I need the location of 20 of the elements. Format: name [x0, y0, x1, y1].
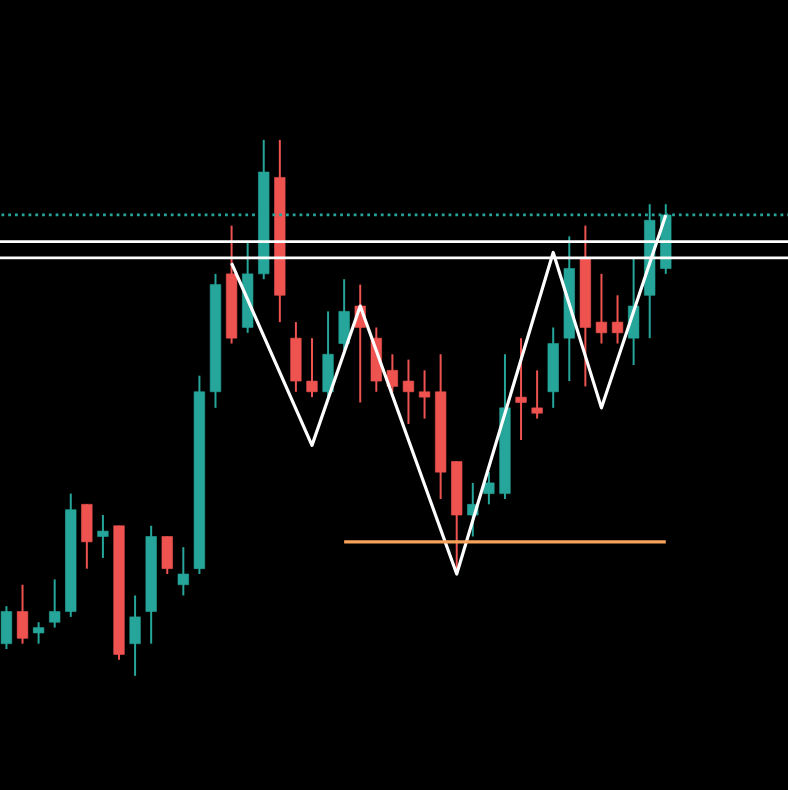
candlestick	[0, 605, 13, 651]
candlestick	[483, 471, 495, 506]
candlestick	[515, 337, 527, 442]
candlestick	[290, 321, 302, 393]
candlestick	[386, 353, 398, 393]
candlestick	[129, 594, 141, 677]
candlestick	[306, 337, 318, 399]
candlestick	[322, 310, 334, 399]
candlestick	[16, 583, 29, 645]
candlestick	[49, 578, 61, 629]
candlestick	[177, 546, 189, 597]
candlestick	[418, 369, 431, 420]
candlestick	[32, 621, 45, 645]
candlestick	[81, 503, 93, 570]
candlestick	[161, 535, 173, 576]
candlestick	[402, 358, 415, 425]
candlestick	[97, 514, 109, 559]
candlestick	[531, 369, 543, 420]
candlestick	[611, 294, 624, 345]
candlestick	[595, 272, 608, 345]
